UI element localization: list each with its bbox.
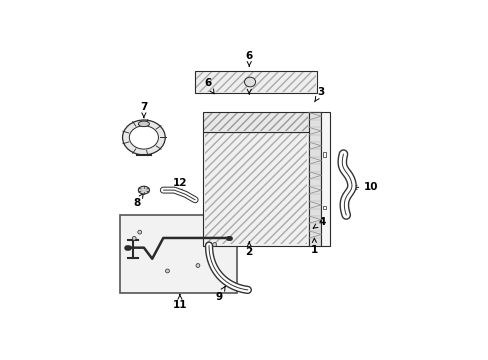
Bar [195,71,317,93]
Bar [120,215,236,293]
Bar [322,152,325,157]
Text: 12: 12 [172,178,187,194]
Text: 9: 9 [215,287,225,302]
Bar [204,113,307,131]
Bar [204,133,307,244]
Text: 2: 2 [245,242,252,257]
Circle shape [196,264,200,267]
Bar [196,72,315,92]
Text: 6: 6 [245,51,252,66]
Text: 4: 4 [312,217,325,228]
Text: 6: 6 [203,78,214,94]
Bar [203,112,308,132]
Ellipse shape [129,126,158,149]
Bar [308,112,321,246]
Ellipse shape [138,186,149,194]
Circle shape [165,269,169,273]
Ellipse shape [138,121,149,127]
Text: 11: 11 [172,294,187,310]
Circle shape [138,230,142,234]
Circle shape [132,237,136,240]
Bar [321,112,329,246]
Ellipse shape [244,77,255,87]
Ellipse shape [122,120,165,155]
Circle shape [212,243,216,247]
Bar [203,132,308,246]
Text: 3: 3 [314,87,324,102]
Text: 1: 1 [310,238,317,255]
Text: 5: 5 [245,78,252,94]
Text: 8: 8 [133,194,143,208]
Text: 10: 10 [352,183,378,192]
Bar [322,206,325,209]
Text: 7: 7 [140,102,147,118]
